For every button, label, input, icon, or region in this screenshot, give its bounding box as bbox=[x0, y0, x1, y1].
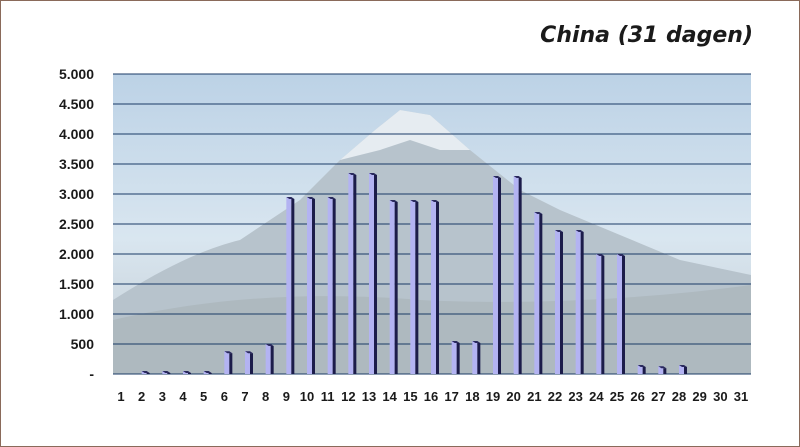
x-tick-label: 22 bbox=[548, 389, 562, 404]
grid-lines bbox=[113, 73, 751, 375]
y-tick-label: 1.000 bbox=[59, 306, 94, 322]
bar bbox=[596, 254, 605, 374]
bar bbox=[658, 366, 667, 374]
x-tick-label: 31 bbox=[734, 389, 748, 404]
bar bbox=[451, 341, 460, 374]
x-tick-label: 19 bbox=[486, 389, 500, 404]
x-tick-label: 7 bbox=[241, 389, 248, 404]
x-tick-label: 2 bbox=[138, 389, 145, 404]
y-tick-label: 4.000 bbox=[59, 126, 94, 142]
x-tick-label: 21 bbox=[527, 389, 541, 404]
x-tick-label: 23 bbox=[568, 389, 582, 404]
x-tick-label: 6 bbox=[221, 389, 228, 404]
x-tick-label: 24 bbox=[589, 389, 604, 404]
bar bbox=[265, 344, 274, 374]
x-tick-label: 1 bbox=[117, 389, 124, 404]
x-tick-label: 10 bbox=[300, 389, 314, 404]
x-tick-label: 29 bbox=[692, 389, 706, 404]
bar bbox=[203, 371, 212, 374]
bar bbox=[493, 176, 501, 374]
bar bbox=[245, 351, 253, 374]
x-tick-label: 5 bbox=[200, 389, 207, 404]
bar bbox=[286, 197, 295, 374]
bar bbox=[637, 365, 646, 374]
bar bbox=[410, 200, 419, 374]
y-axis: - 500 1.000 1.500 2.000 2.500 3.000 3.500 4.000 4… bbox=[59, 66, 94, 382]
bar bbox=[575, 230, 584, 374]
x-tick-label: 15 bbox=[403, 389, 417, 404]
y-tick-label: 2.000 bbox=[59, 246, 94, 262]
y-tick-label: 3.500 bbox=[59, 156, 94, 172]
bar bbox=[162, 371, 171, 374]
x-tick-label: 8 bbox=[262, 389, 269, 404]
x-tick-label: 11 bbox=[321, 389, 335, 404]
bar bbox=[141, 371, 150, 374]
bar bbox=[534, 212, 543, 374]
x-tick-label: 30 bbox=[713, 389, 727, 404]
bar bbox=[513, 176, 522, 374]
x-tick-label: 12 bbox=[341, 389, 355, 404]
bar bbox=[348, 173, 357, 374]
bar bbox=[369, 173, 377, 374]
bar bbox=[327, 197, 336, 374]
x-tick-label: 4 bbox=[179, 389, 187, 404]
bar bbox=[617, 254, 625, 374]
bar bbox=[307, 197, 315, 374]
bar bbox=[555, 230, 563, 374]
bar bbox=[472, 341, 481, 374]
x-tick-label: 9 bbox=[283, 389, 290, 404]
x-tick-label: 14 bbox=[382, 389, 397, 404]
x-tick-label: 3 bbox=[159, 389, 166, 404]
y-tick-label: 2.500 bbox=[59, 216, 94, 232]
y-tick-label: 5.000 bbox=[59, 66, 94, 82]
x-tick-label: 26 bbox=[630, 389, 644, 404]
y-tick-label: 1.500 bbox=[59, 276, 94, 292]
x-tick-label: 20 bbox=[506, 389, 520, 404]
x-axis: 1 2 3 4 5 6 7 8 9 10 11 12 13 14 15 16 17 18 19 20 21 22 23 24 2… bbox=[117, 389, 748, 404]
y-tick-label: - bbox=[89, 366, 94, 382]
x-tick-label: 25 bbox=[610, 389, 624, 404]
bar bbox=[224, 351, 233, 374]
x-tick-label: 27 bbox=[651, 389, 665, 404]
bar bbox=[431, 200, 439, 374]
bar bbox=[183, 371, 191, 374]
y-tick-label: 4.500 bbox=[59, 96, 94, 112]
bar bbox=[679, 365, 687, 374]
bar-series bbox=[141, 173, 687, 374]
chart-title: China (31 dagen) bbox=[540, 23, 753, 48]
y-tick-label: 500 bbox=[71, 336, 95, 352]
x-tick-label: 16 bbox=[424, 389, 438, 404]
y-tick-label: 3.000 bbox=[59, 186, 94, 202]
bar bbox=[389, 200, 398, 374]
x-tick-label: 28 bbox=[672, 389, 686, 404]
x-tick-label: 18 bbox=[465, 389, 479, 404]
x-tick-label: 13 bbox=[362, 389, 376, 404]
x-tick-label: 17 bbox=[444, 389, 458, 404]
